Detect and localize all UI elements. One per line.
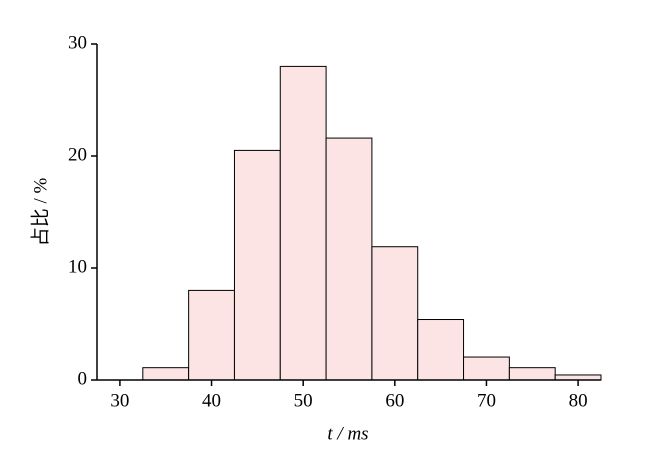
bar: [371, 246, 419, 381]
y-tick-label: 0: [78, 368, 88, 389]
bar: [463, 356, 510, 381]
x-tick-label: 70: [477, 390, 496, 411]
bar: [142, 367, 190, 381]
bar: [279, 65, 327, 381]
bar: [417, 319, 465, 381]
x-tick-label: 40: [202, 390, 221, 411]
y-tick-label: 20: [68, 144, 87, 165]
x-tick-label: 80: [569, 390, 588, 411]
x-axis-label: t / ms: [327, 423, 368, 444]
y-axis-label: 占比 / %: [29, 178, 51, 247]
x-tick-label: 30: [110, 390, 129, 411]
bar: [233, 149, 281, 381]
bar: [554, 374, 602, 381]
y-tick-label: 30: [68, 32, 87, 53]
bar: [188, 289, 235, 381]
x-tick-label: 50: [294, 390, 313, 411]
x-tick-label: 60: [385, 390, 404, 411]
bar: [325, 137, 373, 381]
bar: [508, 367, 556, 381]
y-tick-label: 10: [68, 256, 87, 277]
